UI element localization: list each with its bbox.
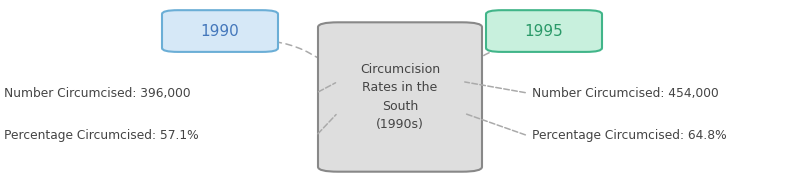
Text: 1995: 1995	[525, 23, 563, 39]
FancyBboxPatch shape	[318, 22, 482, 172]
FancyBboxPatch shape	[486, 10, 602, 52]
Text: Percentage Circumcised: 57.1%: Percentage Circumcised: 57.1%	[4, 129, 198, 142]
FancyBboxPatch shape	[162, 10, 278, 52]
Text: Number Circumcised: 396,000: Number Circumcised: 396,000	[4, 87, 190, 100]
Text: Number Circumcised: 454,000: Number Circumcised: 454,000	[532, 87, 718, 100]
Text: Percentage Circumcised: 64.8%: Percentage Circumcised: 64.8%	[532, 129, 726, 142]
FancyArrowPatch shape	[222, 41, 336, 72]
Text: Circumcision
Rates in the
South
(1990s): Circumcision Rates in the South (1990s)	[360, 63, 440, 131]
FancyArrowPatch shape	[464, 45, 542, 72]
Text: 1990: 1990	[201, 23, 239, 39]
